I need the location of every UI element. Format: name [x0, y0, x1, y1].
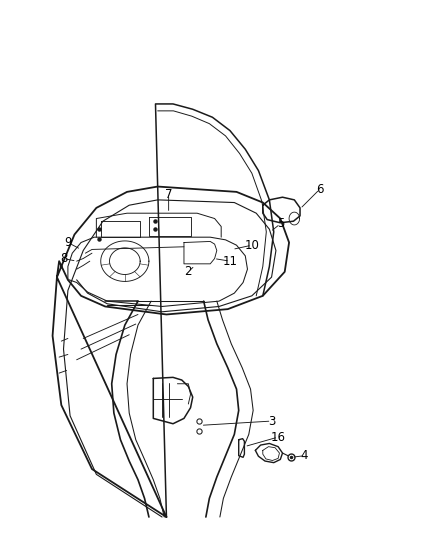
- Text: 16: 16: [271, 431, 286, 443]
- Text: 6: 6: [316, 183, 324, 196]
- Text: 7: 7: [165, 188, 173, 201]
- Text: 3: 3: [268, 415, 275, 427]
- Text: 9: 9: [64, 236, 72, 249]
- Text: 11: 11: [223, 255, 237, 268]
- Text: 10: 10: [244, 239, 259, 252]
- Text: 5: 5: [277, 217, 284, 230]
- Text: 4: 4: [300, 449, 308, 462]
- Text: 2: 2: [184, 265, 192, 278]
- Text: 8: 8: [60, 252, 67, 265]
